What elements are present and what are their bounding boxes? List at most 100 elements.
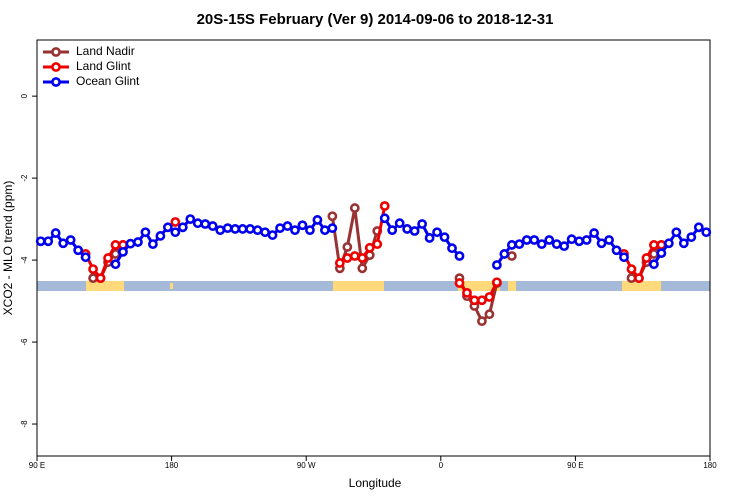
series-point (372, 239, 383, 250)
series-point (133, 237, 143, 247)
series-point (192, 218, 203, 229)
series-point (394, 218, 405, 229)
series-point (65, 235, 76, 245)
series-point (469, 295, 480, 306)
series-point (424, 233, 435, 243)
series-point (574, 236, 585, 247)
series-point (80, 252, 91, 263)
series-point (514, 239, 525, 250)
series-point (581, 235, 592, 245)
series-point (439, 232, 450, 243)
land-band (622, 281, 661, 291)
series-point (319, 225, 330, 236)
series-point (409, 226, 420, 236)
series-point (619, 252, 629, 263)
series-point (200, 219, 211, 229)
series-point (402, 224, 413, 234)
series-point (349, 251, 360, 261)
series-point (462, 287, 472, 298)
series-point (379, 201, 390, 211)
series-point (245, 224, 256, 234)
series-point (125, 238, 136, 249)
legend-label: Land Glint (76, 59, 131, 73)
series-point (162, 222, 173, 233)
land-band (333, 281, 384, 291)
series-point (170, 227, 181, 238)
series-point (364, 242, 375, 253)
series-point (43, 236, 54, 247)
series-point (506, 240, 517, 250)
series-point (701, 227, 712, 238)
land-band (458, 281, 500, 291)
series-point (35, 236, 46, 247)
series-point (529, 235, 540, 245)
series-point (477, 295, 487, 306)
series-point (88, 273, 98, 284)
series-point (290, 225, 300, 236)
series-point (297, 220, 308, 231)
series-point (611, 245, 622, 256)
x-tick-label: 0 (439, 461, 444, 470)
series-point (626, 273, 637, 284)
series-point (641, 253, 652, 263)
series-point (417, 219, 428, 229)
land-band (86, 281, 124, 291)
series-point (342, 253, 353, 263)
x-tick-label: 180 (165, 461, 179, 470)
series-point (110, 240, 121, 250)
series-point (566, 234, 577, 245)
series-point (230, 224, 241, 234)
series-point (327, 211, 338, 222)
series-point (506, 251, 517, 261)
series-point (267, 230, 278, 240)
x-tick-label: 90 W (297, 461, 316, 470)
series-point (155, 231, 166, 241)
series-point (678, 238, 689, 249)
land-band (170, 283, 173, 289)
series-point (334, 258, 345, 268)
series-point (252, 225, 263, 236)
series-point (185, 214, 196, 225)
series-point (222, 223, 233, 234)
series-point (499, 249, 510, 259)
plot-frame (36, 39, 711, 457)
series-point (491, 277, 502, 288)
y-tick-label: -4 (20, 256, 29, 264)
series-point (327, 223, 338, 234)
series-point (604, 235, 614, 245)
series-point (379, 213, 390, 224)
y-tick-label: 0 (20, 93, 29, 98)
y-axis-label: XCO2 - MLO trend (ppm) (1, 181, 15, 316)
x-tick-label: 90 E (29, 461, 45, 470)
series-point (484, 292, 495, 302)
series-point (237, 224, 248, 234)
series-point (447, 243, 457, 254)
series-point (110, 259, 121, 270)
legend-label: Land Nadir (76, 44, 135, 58)
legend-label: Ocean Glint (76, 74, 140, 88)
series-point (454, 251, 465, 261)
series-point (387, 225, 398, 236)
series-point (342, 242, 353, 252)
series-point (349, 203, 360, 213)
land-ocean-band (37, 281, 710, 291)
series-point (663, 238, 674, 249)
series-point (170, 217, 181, 227)
series-point (686, 232, 697, 243)
series-point (559, 241, 570, 252)
series-point (215, 225, 226, 236)
series-point (357, 253, 368, 263)
series-point (484, 309, 495, 320)
series-point (596, 238, 607, 249)
series-point (312, 215, 323, 225)
series-point (544, 235, 555, 245)
series-point (305, 225, 315, 236)
series-point (649, 259, 659, 270)
series-point (58, 238, 69, 249)
series-point (260, 227, 270, 238)
legend-marker (51, 47, 61, 57)
series-point (536, 239, 547, 250)
series-point (491, 260, 502, 270)
y-tick-label: -6 (20, 338, 29, 346)
